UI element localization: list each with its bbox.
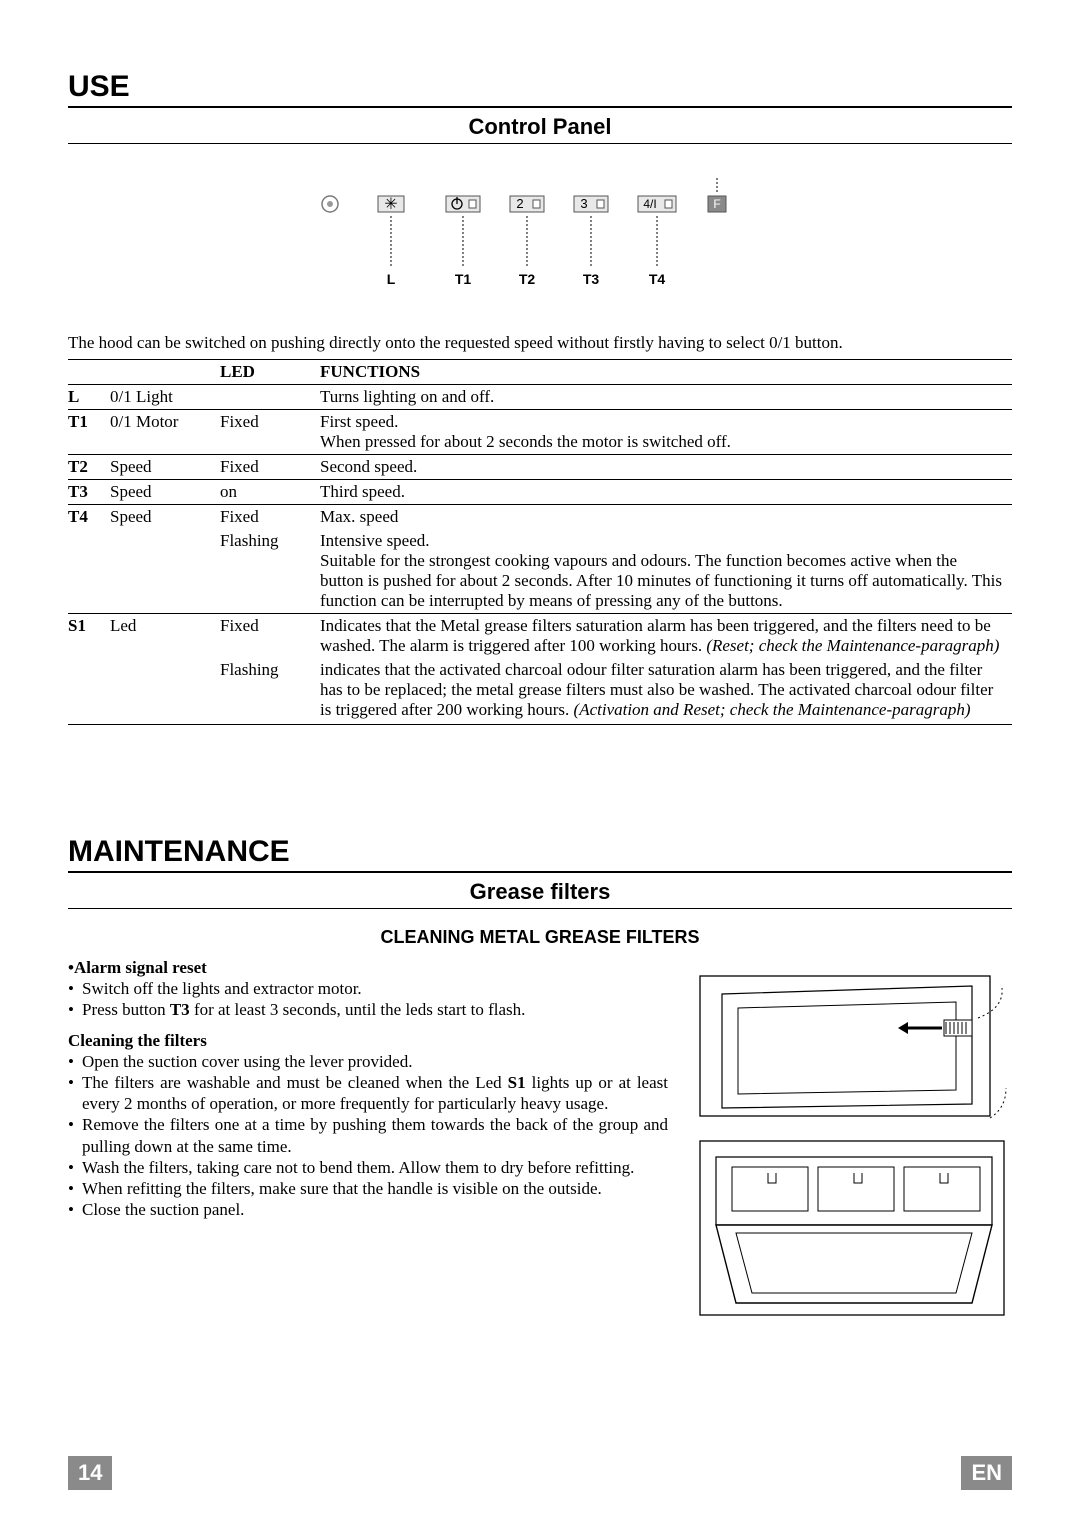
use-section: USE Control Panel ✳ L T1 <box>68 70 1012 725</box>
svg-text:4/I: 4/I <box>643 197 656 211</box>
alarm-list: Switch off the lights and extractor moto… <box>68 978 668 1021</box>
svg-text:✳: ✳ <box>384 196 397 213</box>
list-item: Press button T3 for at least 3 seconds, … <box>68 999 668 1020</box>
clean-list: Open the suction cover using the lever p… <box>68 1051 668 1221</box>
table-row: Flashingindicates that the activated cha… <box>68 658 1012 725</box>
table-row: FlashingIntensive speed.Suitable for the… <box>68 529 1012 614</box>
table-row: T4SpeedFixedMax. speed <box>68 505 1012 530</box>
use-title: USE <box>68 70 1012 108</box>
cleaning-heading: CLEANING METAL GREASE FILTERS <box>68 927 1012 948</box>
list-item: Open the suction cover using the lever p… <box>68 1051 668 1072</box>
svg-text:2: 2 <box>516 196 523 211</box>
label-L: L <box>387 271 396 287</box>
label-T2: T2 <box>519 271 536 287</box>
diagrams-column <box>692 958 1012 1328</box>
list-item: Switch off the lights and extractor moto… <box>68 978 668 999</box>
filter-diagram-bottom <box>692 1133 1012 1323</box>
list-item: When refitting the filters, make sure th… <box>68 1178 668 1199</box>
button-T1: T1 <box>446 196 480 287</box>
th-func: FUNCTIONS <box>320 360 1012 385</box>
list-item: Remove the filters one at a time by push… <box>68 1114 668 1157</box>
control-panel-title: Control Panel <box>68 114 1012 144</box>
page-footer: 14 EN <box>68 1456 1012 1490</box>
maintenance-title: MAINTENANCE <box>68 835 1012 873</box>
page-number: 14 <box>68 1456 112 1490</box>
button-S1: F S1 <box>708 174 726 212</box>
panel-svg: ✳ L T1 2 T2 <box>310 174 770 304</box>
grease-filters-title: Grease filters <box>68 879 1012 909</box>
label-T1: T1 <box>455 271 472 287</box>
maintenance-text: •Alarm signal reset Switch off the light… <box>68 958 668 1221</box>
button-T4: 4/I T4 <box>638 196 676 287</box>
list-item: The filters are washable and must be cle… <box>68 1072 668 1115</box>
table-row: L0/1 LightTurns lighting on and off. <box>68 385 1012 410</box>
button-T3: 3 T3 <box>574 196 608 287</box>
button-L: ✳ L <box>378 196 404 287</box>
svg-text:3: 3 <box>580 196 587 211</box>
list-item: Wash the filters, taking care not to ben… <box>68 1157 668 1178</box>
button-T2: 2 T2 <box>510 196 544 287</box>
list-item: Close the suction panel. <box>68 1199 668 1220</box>
maintenance-section: MAINTENANCE Grease filters CLEANING META… <box>68 835 1012 1328</box>
table-row: T2SpeedFixedSecond speed. <box>68 455 1012 480</box>
label-S1: S1 <box>708 174 725 175</box>
table-row: T10/1 MotorFixedFirst speed.When pressed… <box>68 410 1012 455</box>
table-row: S1LedFixedIndicates that the Metal greas… <box>68 614 1012 659</box>
page-lang: EN <box>961 1456 1012 1490</box>
th-led: LED <box>220 360 320 385</box>
label-T3: T3 <box>583 271 600 287</box>
svg-text:F: F <box>713 197 720 211</box>
filter-diagram-top <box>692 958 1012 1128</box>
label-T4: T4 <box>649 271 666 287</box>
intro-text: The hood can be switched on pushing dire… <box>68 333 1012 353</box>
control-panel-diagram: ✳ L T1 2 T2 <box>68 174 1012 309</box>
functions-table: LED FUNCTIONS L0/1 LightTurns lighting o… <box>68 359 1012 725</box>
table-row: T3SpeedonThird speed. <box>68 480 1012 505</box>
cleaning-filters-head: Cleaning the filters <box>68 1031 668 1051</box>
alarm-reset-head: •Alarm signal reset <box>68 958 668 978</box>
